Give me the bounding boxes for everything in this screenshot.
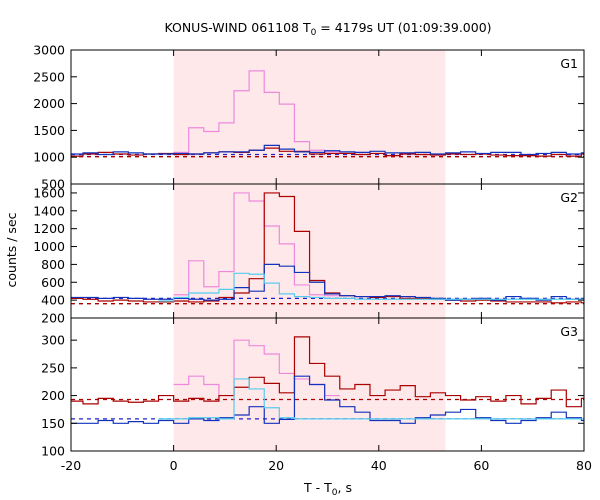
- series-blue-g1: [71, 144, 584, 156]
- chart-panels: 50010001500200025003000G1200400600800100…: [33, 43, 592, 474]
- y-tick-label: 800: [41, 257, 65, 272]
- chart-title: KONUS-WIND 061108 T0 = 4179s UT (01:09:3…: [164, 20, 491, 38]
- x-tick-label: 40: [371, 458, 387, 473]
- y-tick-label: 100: [41, 444, 65, 459]
- y-axis-label: counts / sec: [4, 212, 19, 287]
- panel-g1: 500 1000 1500 2000 2500 3000 G1: [33, 43, 585, 192]
- y-tick-label: 250: [41, 360, 65, 375]
- y-tick-label: 2500: [33, 69, 65, 84]
- series-cyan-g2: [158, 272, 584, 302]
- panel-label: G2: [560, 190, 578, 205]
- panel-label: G1: [560, 56, 578, 71]
- panel-frame: [70, 317, 585, 452]
- panel-label: G3: [560, 324, 578, 339]
- y-tick-label: 200: [41, 388, 65, 403]
- y-tick-label: 600: [41, 275, 65, 290]
- panel-plot-area: [71, 336, 584, 424]
- x-tick-label: -20: [61, 458, 81, 473]
- y-tick-label: 1600: [33, 185, 65, 200]
- y-tick-label: 1500: [33, 123, 65, 138]
- y-tick-label: 1200: [33, 221, 65, 236]
- y-tick-label: 500: [41, 177, 65, 192]
- y-tick-label: 1400: [33, 203, 65, 218]
- series-total-g2: [173, 192, 340, 297]
- x-tick-labels: -20 0 20 40 60 80: [61, 458, 592, 473]
- burst-interval-region: [173, 50, 446, 184]
- x-tick-label: 20: [268, 458, 284, 473]
- y-tick-label: 3000: [33, 43, 65, 58]
- panel-plot-area: [71, 192, 584, 305]
- panel-g3: 100 150 200 250 300 G3: [41, 317, 585, 459]
- series-blue-g3: [71, 375, 584, 424]
- y-tick-label: 1000: [33, 239, 65, 254]
- x-tick-label: 80: [576, 458, 592, 473]
- y-tick-label: 400: [41, 293, 65, 308]
- panel-plot-area: [71, 70, 584, 158]
- y-tick-label: 200: [41, 311, 65, 326]
- y-tick-label: 300: [41, 333, 65, 348]
- series-total-g1: [173, 70, 340, 153]
- series-red-g3: [71, 336, 584, 408]
- x-tick-label: 0: [170, 458, 178, 473]
- x-axis-label: T - T0, s: [303, 480, 352, 498]
- y-tick-label: 150: [41, 416, 65, 431]
- x-tick-label: 60: [473, 458, 489, 473]
- series-cyan-g3: [158, 378, 584, 420]
- y-tick-label: 1000: [33, 150, 65, 165]
- y-tick-label: 2000: [33, 96, 65, 111]
- panel-g2: 200 400 600 800 1000 1200 1400 1600 G2: [33, 183, 585, 326]
